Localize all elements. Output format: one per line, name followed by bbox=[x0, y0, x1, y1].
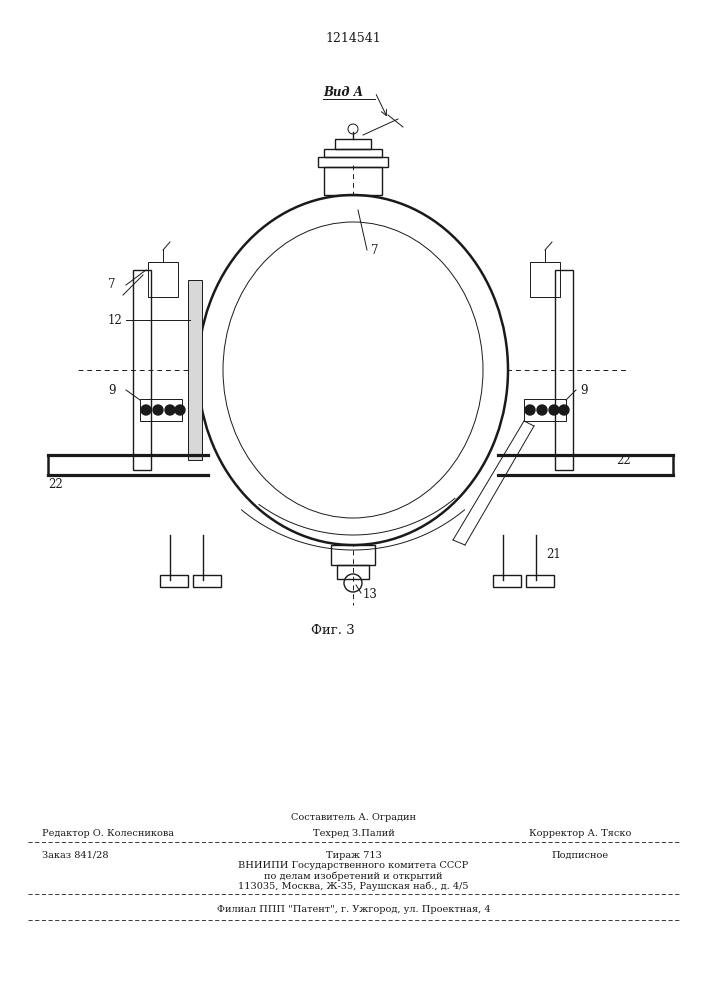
Bar bbox=[335, 139, 371, 149]
Text: Заказ 841/28: Заказ 841/28 bbox=[42, 850, 108, 859]
Circle shape bbox=[559, 405, 569, 415]
Bar bbox=[148, 262, 178, 297]
Bar bbox=[324, 167, 382, 195]
Bar bbox=[524, 399, 566, 421]
Bar bbox=[318, 157, 388, 167]
Bar bbox=[188, 280, 202, 460]
Bar bbox=[324, 149, 382, 157]
Ellipse shape bbox=[198, 195, 508, 545]
Text: Вид А: Вид А bbox=[323, 86, 363, 99]
Circle shape bbox=[141, 405, 151, 415]
Circle shape bbox=[165, 405, 175, 415]
Text: 7: 7 bbox=[371, 243, 378, 256]
Circle shape bbox=[537, 405, 547, 415]
Text: 12: 12 bbox=[108, 314, 123, 326]
Text: по делам изобретений и открытий: по делам изобретений и открытий bbox=[264, 871, 443, 881]
Bar bbox=[160, 575, 188, 587]
Bar bbox=[331, 545, 375, 565]
Text: Составитель А. Оградин: Составитель А. Оградин bbox=[291, 814, 416, 822]
Circle shape bbox=[525, 405, 535, 415]
Text: 22: 22 bbox=[616, 454, 631, 466]
Bar bbox=[555, 270, 573, 470]
Text: 9: 9 bbox=[108, 383, 115, 396]
Text: Филиал ППП "Патент", г. Ужгород, ул. Проектная, 4: Филиал ППП "Патент", г. Ужгород, ул. Про… bbox=[216, 906, 491, 914]
Text: Тираж 713: Тираж 713 bbox=[325, 850, 382, 859]
Bar bbox=[526, 575, 554, 587]
Text: Техред З.Палий: Техред З.Палий bbox=[312, 828, 395, 838]
Text: 9: 9 bbox=[580, 383, 588, 396]
Text: 13: 13 bbox=[363, 588, 378, 601]
Text: Корректор А. Тяско: Корректор А. Тяско bbox=[529, 828, 631, 838]
Bar bbox=[530, 262, 560, 297]
Text: Редактор О. Колесникова: Редактор О. Колесникова bbox=[42, 828, 174, 838]
Text: 22: 22 bbox=[48, 479, 63, 491]
Text: 7: 7 bbox=[108, 278, 115, 292]
Bar bbox=[337, 565, 369, 579]
Bar bbox=[193, 575, 221, 587]
Circle shape bbox=[153, 405, 163, 415]
Circle shape bbox=[175, 405, 185, 415]
Text: 1214541: 1214541 bbox=[326, 31, 381, 44]
Circle shape bbox=[549, 405, 559, 415]
Bar bbox=[140, 399, 182, 421]
Text: 113035, Москва, Ж-35, Раушская наб., д. 4/5: 113035, Москва, Ж-35, Раушская наб., д. … bbox=[238, 881, 469, 891]
Bar bbox=[133, 270, 151, 470]
Text: Фиг. 3: Фиг. 3 bbox=[311, 624, 355, 637]
Text: Подписное: Подписное bbox=[551, 850, 608, 859]
Text: ВНИИПИ Государственного комитета СССР: ВНИИПИ Государственного комитета СССР bbox=[238, 861, 469, 870]
Text: 21: 21 bbox=[546, 548, 561, 562]
Bar bbox=[493, 575, 521, 587]
